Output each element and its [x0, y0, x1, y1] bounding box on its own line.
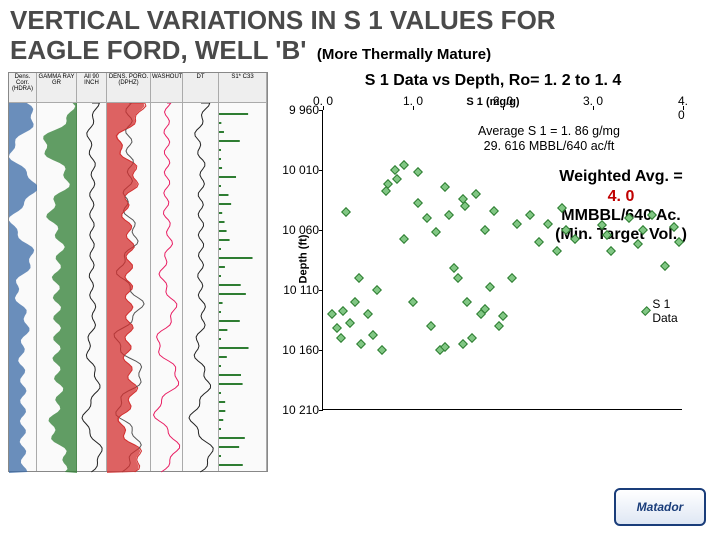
log-track-header: WASHOUT — [151, 73, 182, 103]
data-point — [512, 219, 522, 229]
data-point — [399, 160, 409, 170]
data-point — [363, 309, 373, 319]
data-point — [390, 165, 400, 175]
log-track-header: DENS. PORO. (DPHZ) — [107, 73, 150, 103]
data-point — [336, 333, 346, 343]
data-point — [372, 285, 382, 295]
y-tick-label: 10 110 — [277, 283, 319, 297]
legend: S 1 Data — [643, 297, 683, 325]
data-point — [498, 311, 508, 321]
data-point — [552, 246, 562, 256]
data-point — [489, 206, 499, 216]
avg-line2: 29. 616 MBBL/640 ac/ft — [449, 139, 649, 153]
data-point — [392, 174, 402, 184]
data-point — [431, 227, 441, 237]
data-point — [606, 246, 616, 256]
logo-text: Matador — [637, 500, 684, 514]
log-track-header: DT — [183, 73, 218, 103]
y-tick-label: 10 210 — [277, 403, 319, 417]
y-tick-label: 9 960 — [277, 103, 319, 117]
log-track-header: S1* C33 — [219, 73, 266, 103]
data-point — [377, 345, 387, 355]
data-point — [399, 234, 409, 244]
data-point — [440, 182, 450, 192]
y-tick-label: 10 010 — [277, 163, 319, 177]
page-title-line2: EAGLE FORD, WELL 'B' — [10, 35, 306, 65]
company-logo: Matador — [614, 488, 706, 526]
avg-line1: Average S 1 = 1. 86 g/mg — [449, 124, 649, 138]
data-point — [332, 323, 342, 333]
y-axis-title: Depth (ft) — [297, 235, 309, 284]
data-point — [462, 297, 472, 307]
data-point — [453, 273, 463, 283]
y-tick-label: 10 060 — [277, 223, 319, 237]
data-point — [494, 321, 504, 331]
log-track: DT — [183, 73, 219, 471]
data-point — [354, 273, 364, 283]
data-point — [467, 333, 477, 343]
callout-l4: (Min. Target Vol. ) — [521, 225, 720, 244]
log-track: Dens. Corr. (HDRA) — [9, 73, 37, 471]
data-point — [327, 309, 337, 319]
data-point — [368, 330, 378, 340]
data-point — [458, 339, 468, 349]
data-point — [408, 297, 418, 307]
log-track: S1* C33 — [219, 73, 267, 471]
data-point — [480, 225, 490, 235]
data-point — [471, 189, 481, 199]
data-point — [485, 282, 495, 292]
weighted-avg-callout: Weighted Avg. = 4. 0 MMBBL/640 Ac. (Min.… — [521, 167, 720, 244]
data-point — [422, 213, 432, 223]
data-point — [345, 318, 355, 328]
data-point — [426, 321, 436, 331]
data-point — [413, 167, 423, 177]
log-track-header: GAMMA RAY GR — [37, 73, 76, 103]
data-point — [341, 207, 351, 217]
log-track: DENS. PORO. (DPHZ) — [107, 73, 151, 471]
legend-swatch — [641, 306, 651, 316]
log-track-header: All 90 INCH — [77, 73, 106, 103]
data-point — [338, 306, 348, 316]
page-subtitle: (More Thermally Mature) — [317, 46, 491, 63]
well-log-panel: Dens. Corr. (HDRA)GAMMA RAY GRAll 90 INC… — [8, 72, 268, 472]
data-point — [413, 198, 423, 208]
callout-l1: Weighted Avg. = — [521, 167, 720, 186]
log-track-header: Dens. Corr. (HDRA) — [9, 73, 36, 103]
chart-title: S 1 Data vs Depth, Ro= 1. 2 to 1. 4 — [274, 72, 712, 90]
average-annotation: Average S 1 = 1. 86 g/mg 29. 616 MBBL/64… — [449, 124, 649, 153]
y-tick-label: 10 160 — [277, 343, 319, 357]
data-point — [449, 263, 459, 273]
data-point — [660, 261, 670, 271]
log-track: WASHOUT — [151, 73, 183, 471]
scatter-plot: Depth (ft) Average S 1 = 1. 86 g/mg 29. … — [322, 110, 682, 410]
log-track: GAMMA RAY GR — [37, 73, 77, 471]
data-point — [350, 297, 360, 307]
data-point — [356, 339, 366, 349]
legend-label: S 1 Data — [652, 297, 682, 325]
page-title-line1: VERTICAL VARIATIONS IN S 1 VALUES FOR — [10, 6, 710, 36]
callout-l2: 4. 0 — [521, 187, 720, 206]
data-point — [444, 210, 454, 220]
log-track: All 90 INCH — [77, 73, 107, 471]
data-point — [507, 273, 517, 283]
